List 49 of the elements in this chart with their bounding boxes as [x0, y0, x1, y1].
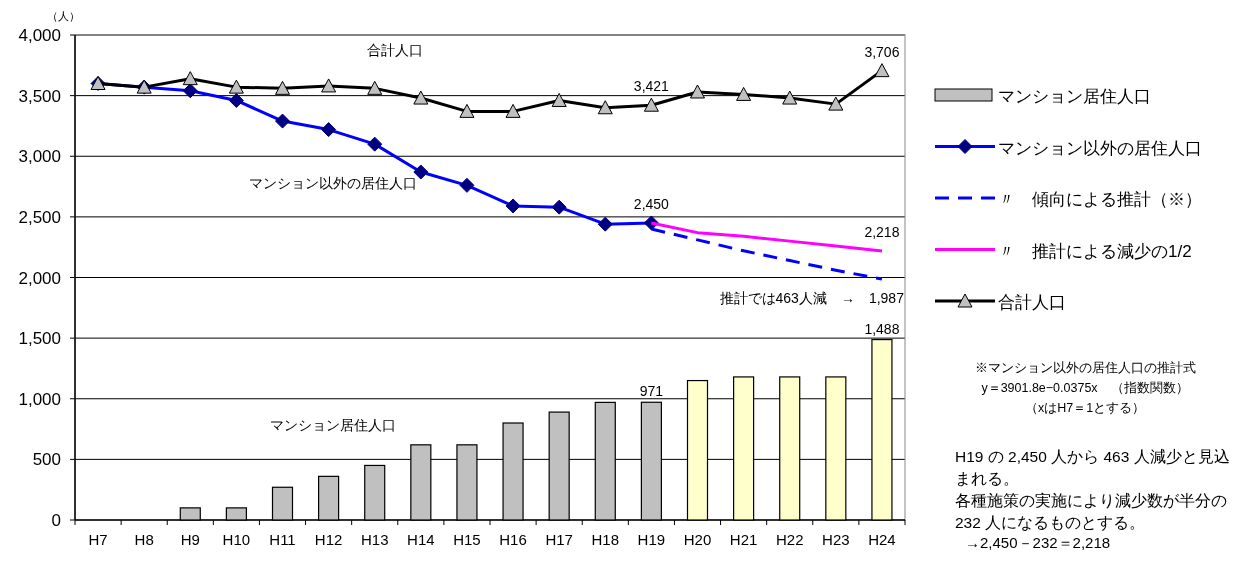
x-tick-label: H12 — [314, 531, 343, 548]
x-tick-label: H24 — [868, 531, 896, 548]
y-tick-label: 3,000 — [18, 147, 61, 167]
annotation: 合計人口 — [367, 42, 423, 58]
x-tick-label: H23 — [822, 531, 850, 548]
x-tick-label: H21 — [729, 531, 758, 548]
y-tick-label: 3,500 — [18, 86, 61, 106]
y-tick-label: 0 — [51, 511, 61, 530]
data-label: 3,421 — [633, 78, 670, 95]
text: ※マンション以外の居住人口の推計式 — [973, 360, 1197, 377]
y-tick-label: 1,000 — [18, 389, 61, 409]
x-tick-label: H10 — [222, 531, 251, 548]
x-tick-label: H19 — [637, 531, 666, 548]
x-tick-label: H18 — [591, 531, 620, 548]
x-tick-label: H11 — [269, 531, 296, 548]
y-tick-label: 500 — [32, 450, 61, 470]
text: （xはH7＝1とする） — [1023, 400, 1147, 417]
data-label: 971 — [639, 383, 664, 400]
legend-label: マンション居住人口 — [998, 87, 1151, 106]
legend-label: 合計人口 — [998, 293, 1066, 312]
x-tick-label: H7 — [88, 531, 108, 548]
annotation: マンション居住人口 — [270, 417, 396, 433]
data-label: 1,488 — [864, 320, 900, 337]
data-label: 2,218 — [864, 224, 900, 241]
legend-label: 〃 推計による減少の1/2 — [998, 241, 1192, 261]
x-tick-label: H22 — [775, 531, 804, 548]
x-tick-label: H8 — [134, 531, 154, 548]
x-tick-label: H13 — [360, 531, 389, 548]
legend-label: マンション以外の居住人口 — [998, 138, 1202, 158]
x-tick-label: H14 — [407, 531, 435, 548]
data-label: 2,450 — [633, 195, 670, 212]
text: →2,450－232＝2,218 — [965, 534, 1111, 553]
y-tick-label: 1,500 — [18, 329, 61, 349]
text: 各種施策の実施により減少数が半分の 232 人になるものとする。 — [955, 491, 1228, 533]
y-tick-label: 2,500 — [18, 207, 61, 227]
legend-label: 〃 傾向による推計（※） — [998, 190, 1202, 209]
annotation: 推計では463人減 → 1,987 — [719, 290, 905, 307]
x-tick-label: H17 — [545, 531, 573, 548]
x-tick-label: H20 — [683, 531, 712, 548]
x-tick-label: H15 — [453, 531, 481, 548]
text: y＝3901.8e−0.0375x （指数関数） — [980, 380, 1190, 397]
y-tick-label: 4,000 — [18, 26, 61, 45]
text: H19 の 2,450 人から 463 人減少と見込まれる。 — [955, 447, 1231, 489]
annotation: マンション以外の居住人口 — [249, 175, 417, 191]
y-axis-title: （人） — [46, 10, 80, 22]
y-tick-label: 2,000 — [18, 268, 61, 288]
x-tick-label: H16 — [499, 531, 527, 548]
data-label: 3,706 — [864, 43, 900, 60]
x-tick-label: H9 — [180, 531, 200, 548]
